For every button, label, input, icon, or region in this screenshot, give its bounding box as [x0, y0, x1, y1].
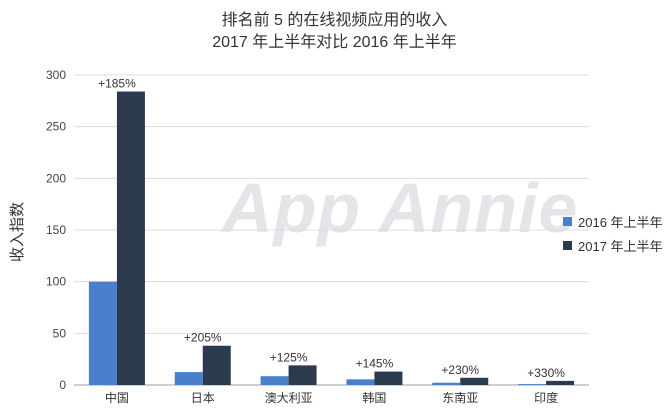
x-tick-label: 日本	[191, 391, 215, 405]
x-tick-label: 韩国	[362, 390, 386, 405]
y-tick-label: 150	[46, 223, 66, 237]
growth-label: +125%	[270, 350, 308, 364]
y-tick-label: 250	[46, 120, 66, 134]
bar-2016h1	[518, 384, 547, 385]
growth-label: +205%	[184, 331, 222, 345]
bar-2017h1	[546, 380, 575, 385]
growth-label: +145%	[356, 357, 394, 371]
x-tick-label: 澳大利亚	[265, 391, 313, 405]
x-tick-label: 东南亚	[442, 390, 478, 405]
y-tick-label: 50	[53, 326, 67, 340]
legend-swatch-2016h1	[563, 217, 572, 226]
bar-2017h1	[374, 371, 403, 385]
watermark-logo: App Annie	[222, 169, 579, 247]
chart-subtitle: 2017 年上半年对比 2016 年上半年	[212, 34, 457, 51]
legend-item-2017h1: 2017 年上半年	[563, 236, 663, 255]
legend-label-2017h1: 2017 年上半年	[578, 239, 663, 254]
bar-2017h1	[116, 91, 145, 386]
legend-swatch-2017h1	[563, 241, 572, 250]
legend-item-2016h1: 2016 年上半年	[563, 212, 663, 231]
x-tick-label: 中国	[105, 390, 129, 405]
bar-2016h1	[260, 376, 289, 385]
bar-2017h1	[288, 365, 317, 385]
growth-label: +230%	[441, 363, 479, 377]
bar-2017h1	[460, 377, 489, 385]
x-tick-label: 印度	[534, 390, 558, 405]
growth-label: +330%	[527, 366, 565, 380]
y-tick-label: 100	[46, 275, 66, 289]
y-tick-label: 200	[46, 171, 66, 185]
bar-2016h1	[88, 281, 117, 385]
y-tick-label: 0	[59, 378, 66, 392]
bar-2016h1	[432, 382, 461, 385]
bar-2016h1	[174, 372, 203, 385]
chart-title: 排名前 5 的在线视频应用的收入	[221, 12, 448, 29]
y-tick-label: 300	[46, 68, 66, 82]
legend-label-2016h1: 2016 年上半年	[578, 215, 663, 230]
bar-2017h1	[202, 345, 231, 385]
bar-2016h1	[346, 379, 375, 385]
growth-label: +185%	[98, 77, 136, 91]
